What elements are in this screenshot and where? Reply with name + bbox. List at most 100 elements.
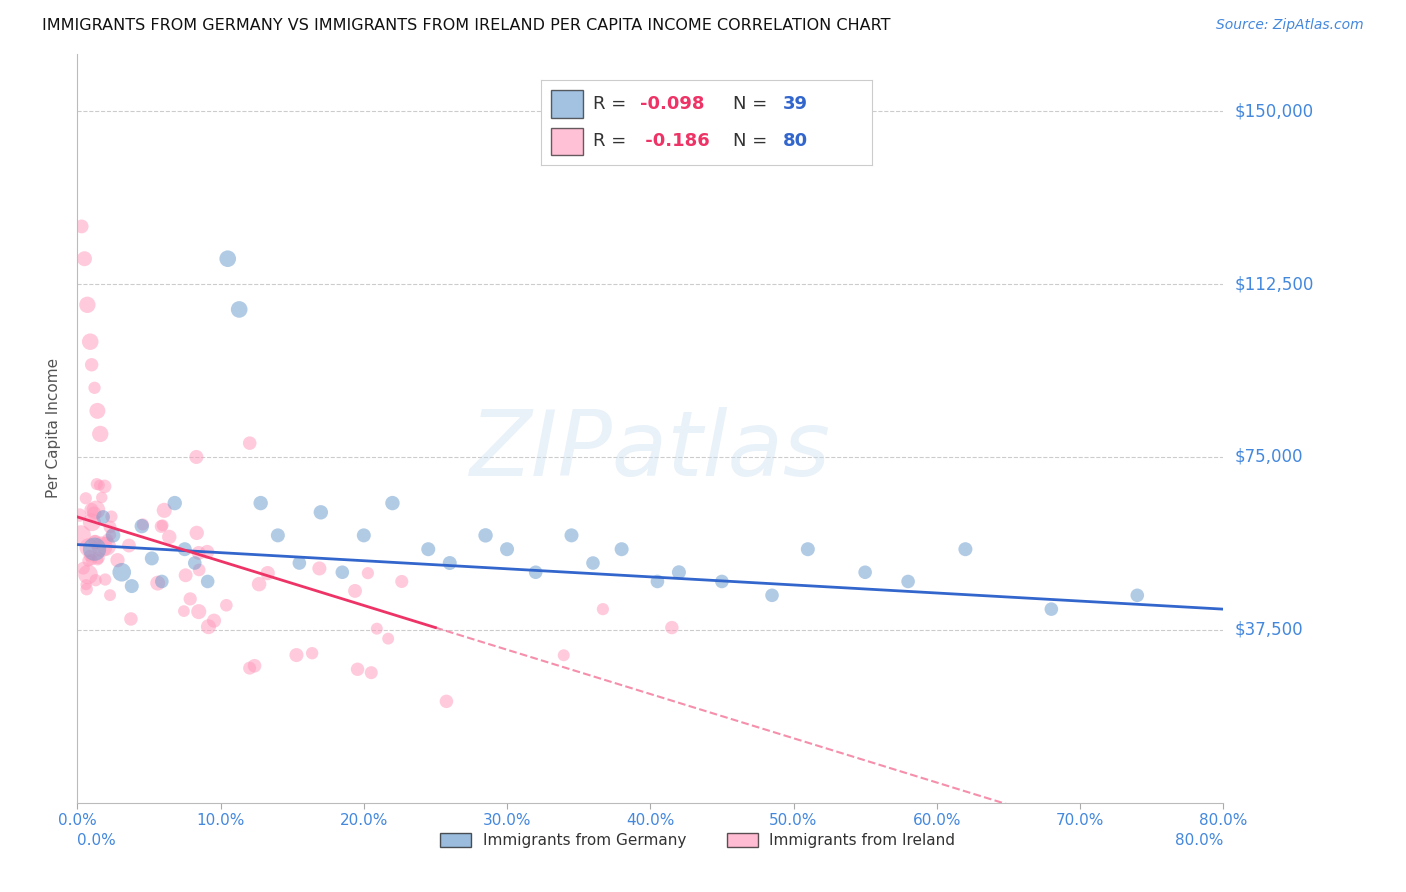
Point: [80, 358, 103, 372]
Point: [84, 503, 107, 517]
Point: [301, 646, 323, 660]
Point: [111, 566, 134, 580]
Point: [186, 525, 208, 540]
Point: [152, 518, 174, 533]
Point: [217, 252, 239, 266]
Point: [474, 528, 496, 542]
Point: [797, 542, 820, 557]
Y-axis label: Per Capita Income: Per Capita Income: [46, 358, 62, 499]
Point: [179, 591, 201, 606]
Point: [668, 566, 690, 580]
Point: [76, 582, 98, 597]
Text: $112,500: $112,500: [1234, 275, 1313, 293]
Point: [647, 574, 669, 589]
Point: [83, 533, 105, 548]
Point: [73, 252, 96, 266]
Point: [163, 496, 186, 510]
Point: [366, 622, 388, 636]
Point: [72, 561, 94, 575]
Point: [97, 533, 120, 547]
Point: [344, 583, 367, 598]
Text: 39: 39: [783, 95, 807, 113]
Point: [89, 426, 111, 441]
Point: [91, 540, 114, 554]
Text: N =: N =: [733, 132, 773, 150]
Text: -0.098: -0.098: [641, 95, 704, 113]
Point: [188, 563, 211, 577]
Text: R =: R =: [592, 95, 631, 113]
Point: [146, 576, 169, 591]
Point: [1126, 588, 1149, 602]
Point: [118, 539, 141, 553]
Point: [195, 545, 218, 559]
Point: [84, 535, 107, 549]
Text: 80: 80: [783, 132, 807, 150]
Point: [184, 556, 207, 570]
Point: [75, 491, 97, 506]
Point: [91, 510, 114, 524]
Point: [436, 694, 458, 708]
Point: [308, 561, 330, 575]
Point: [239, 436, 262, 450]
Point: [76, 298, 98, 312]
Text: IMMIGRANTS FROM GERMANY VS IMMIGRANTS FROM IRELAND PER CAPITA INCOME CORRELATION: IMMIGRANTS FROM GERMANY VS IMMIGRANTS FR…: [42, 18, 890, 33]
Point: [83, 507, 105, 521]
Point: [150, 574, 173, 589]
Point: [69, 508, 91, 522]
Point: [418, 542, 440, 557]
Point: [353, 528, 375, 542]
Text: Source: ZipAtlas.com: Source: ZipAtlas.com: [1216, 18, 1364, 32]
Point: [121, 579, 143, 593]
Point: [553, 648, 575, 663]
Point: [228, 302, 250, 317]
Point: [80, 552, 103, 566]
Point: [710, 574, 733, 589]
Point: [100, 528, 122, 542]
Text: N =: N =: [733, 95, 773, 113]
Text: ZIPatlas: ZIPatlas: [470, 407, 831, 495]
Point: [131, 519, 153, 533]
Point: [87, 550, 110, 565]
Point: [377, 632, 399, 646]
Point: [215, 599, 238, 613]
Text: $37,500: $37,500: [1234, 621, 1303, 639]
Point: [84, 573, 107, 587]
Point: [1040, 602, 1063, 616]
Point: [141, 551, 163, 566]
FancyBboxPatch shape: [551, 128, 582, 155]
Point: [592, 602, 614, 616]
Point: [132, 517, 155, 532]
Point: [153, 503, 176, 517]
Point: [107, 553, 129, 567]
Point: [610, 542, 633, 557]
Point: [381, 496, 404, 510]
Point: [174, 568, 197, 582]
Point: [391, 574, 413, 589]
Point: [761, 588, 783, 602]
Point: [267, 528, 290, 542]
Point: [150, 519, 173, 533]
Point: [524, 566, 547, 580]
Point: [346, 662, 368, 676]
Text: $75,000: $75,000: [1234, 448, 1303, 466]
Point: [187, 605, 209, 619]
Point: [243, 658, 266, 673]
Point: [157, 530, 180, 544]
Point: [79, 549, 101, 563]
Point: [249, 496, 271, 510]
Text: Immigrants from Germany: Immigrants from Germany: [482, 833, 686, 847]
Point: [853, 566, 876, 580]
Point: [83, 381, 105, 395]
Point: [86, 552, 108, 566]
Point: [496, 542, 519, 557]
Point: [955, 542, 977, 557]
Point: [98, 588, 121, 602]
Point: [173, 604, 195, 618]
Point: [86, 404, 108, 418]
Point: [173, 542, 195, 557]
Point: [93, 479, 115, 493]
Point: [101, 528, 124, 542]
Point: [83, 542, 105, 557]
Text: 80.0%: 80.0%: [1175, 833, 1223, 847]
Point: [582, 556, 605, 570]
